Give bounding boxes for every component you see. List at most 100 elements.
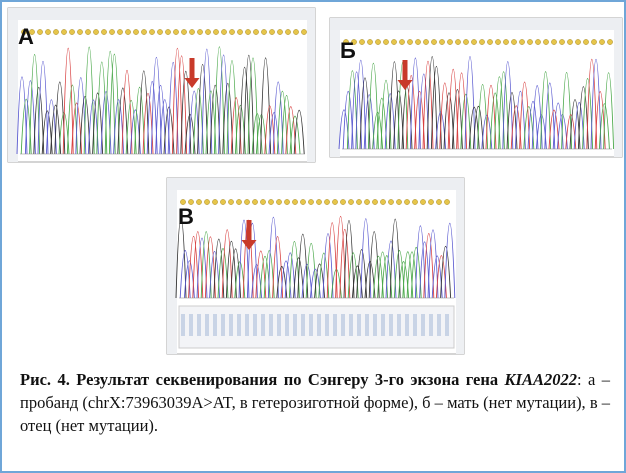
base-cell [277, 314, 281, 336]
quality-dot [204, 199, 209, 204]
base-cell [373, 314, 377, 336]
quality-dot [455, 39, 460, 44]
caption: Рис. 4. Результат секвенирования по Сэнг… [20, 368, 610, 437]
quality-dot [471, 39, 476, 44]
quality-dot [388, 199, 393, 204]
quality-dot [324, 199, 329, 204]
quality-dot [439, 39, 444, 44]
scrollbar [307, 20, 315, 162]
quality-dot [293, 29, 298, 34]
quality-dot [415, 39, 420, 44]
quality-dot [221, 29, 226, 34]
panel-label: Б [340, 38, 356, 63]
panel-label: А [18, 24, 34, 49]
base-cell [357, 314, 361, 336]
quality-dot [61, 29, 66, 34]
quality-dot [133, 29, 138, 34]
base-cell [349, 314, 353, 336]
base-cell [213, 314, 217, 336]
sidebar [8, 20, 18, 162]
base-cell [317, 314, 321, 336]
quality-dot [348, 199, 353, 204]
base-cell [269, 314, 273, 336]
quality-dot [229, 29, 234, 34]
quality-dot [196, 199, 201, 204]
quality-dot [149, 29, 154, 34]
quality-dot [244, 199, 249, 204]
quality-dot [245, 29, 250, 34]
base-cell [261, 314, 265, 336]
quality-dot [269, 29, 274, 34]
quality-dot [607, 39, 612, 44]
quality-dot [141, 29, 146, 34]
quality-dot [383, 39, 388, 44]
quality-dot [316, 199, 321, 204]
quality-dot [125, 29, 130, 34]
quality-dot [428, 199, 433, 204]
quality-dot [356, 199, 361, 204]
base-cell [229, 314, 233, 336]
quality-dot [197, 29, 202, 34]
quality-dot [212, 199, 217, 204]
quality-dot [252, 199, 257, 204]
quality-dot [423, 39, 428, 44]
quality-dot [220, 199, 225, 204]
quality-dot [444, 199, 449, 204]
base-cell [245, 314, 249, 336]
quality-dot [412, 199, 417, 204]
quality-dot [583, 39, 588, 44]
base-cell [301, 314, 305, 336]
quality-dot [599, 39, 604, 44]
quality-dot [37, 29, 42, 34]
base-cell [181, 314, 185, 336]
panel-label: В [178, 204, 194, 229]
quality-dot [463, 39, 468, 44]
figure: А Б В Рис. 4. Результат секвенирования по … [0, 0, 626, 473]
quality-dot [292, 199, 297, 204]
quality-dot [157, 29, 162, 34]
base-cell [221, 314, 225, 336]
quality-dot [236, 199, 241, 204]
quality-dot [181, 29, 186, 34]
quality-dot [228, 199, 233, 204]
quality-dot [284, 199, 289, 204]
quality-dot [479, 39, 484, 44]
quality-dot [276, 199, 281, 204]
toolbar [8, 8, 315, 20]
quality-dot [391, 39, 396, 44]
quality-dot [261, 29, 266, 34]
caption-label: Рис. 4. [20, 370, 70, 389]
quality-dot [237, 29, 242, 34]
quality-dot [575, 39, 580, 44]
quality-dot [77, 29, 82, 34]
quality-dot [69, 29, 74, 34]
quality-dot [396, 199, 401, 204]
quality-dot [268, 199, 273, 204]
quality-dot [511, 39, 516, 44]
quality-dot [367, 39, 372, 44]
quality-dot [285, 29, 290, 34]
base-cell [285, 314, 289, 336]
quality-dot [503, 39, 508, 44]
gene: KIAA2022 [505, 370, 577, 389]
sidebar [167, 190, 177, 354]
base-cell [333, 314, 337, 336]
quality-dot [173, 29, 178, 34]
quality-dot [372, 199, 377, 204]
quality-dot [101, 29, 106, 34]
quality-dot [487, 39, 492, 44]
quality-dot [431, 39, 436, 44]
base-cell [413, 314, 417, 336]
base-cell [237, 314, 241, 336]
base-cell [253, 314, 257, 336]
quality-dot [447, 39, 452, 44]
quality-dot [359, 39, 364, 44]
quality-dot [93, 29, 98, 34]
toolbar [167, 178, 464, 190]
base-cell [437, 314, 441, 336]
base-cell [389, 314, 393, 336]
base-cell [341, 314, 345, 336]
base-cell [397, 314, 401, 336]
quality-dot [399, 39, 404, 44]
base-cell [445, 314, 449, 336]
